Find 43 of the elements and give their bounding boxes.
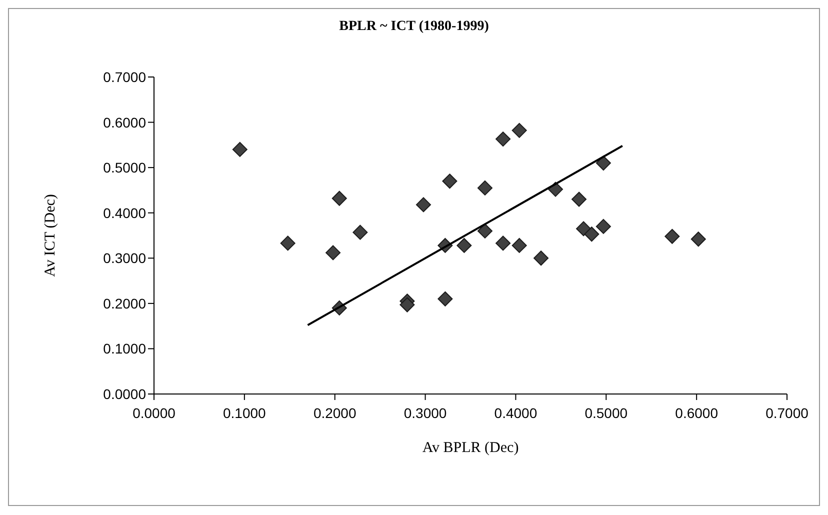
point: [438, 291, 453, 306]
x-tick-label: 0.1000: [223, 404, 266, 421]
point: [280, 236, 296, 251]
x-axis-title: Av BPLR (Dec): [422, 440, 519, 456]
point: [584, 226, 600, 242]
point: [477, 223, 492, 238]
x-tick-label: 0.0000: [132, 404, 176, 421]
point: [596, 156, 611, 171]
x-tick-label: 0.4000: [494, 404, 538, 421]
x-tick-label: 0.5000: [584, 404, 628, 421]
y-axis-title: Av ICT (Dec): [42, 194, 58, 277]
point: [512, 122, 527, 138]
x-tick-label: 0.6000: [675, 404, 718, 421]
point: [477, 180, 492, 196]
point: [572, 192, 587, 207]
y-tick-label: 0.7000: [103, 68, 146, 85]
point: [576, 221, 592, 236]
point: [496, 132, 511, 147]
x-tick-label: 0.7000: [766, 404, 809, 421]
point: [496, 236, 511, 251]
point: [332, 190, 347, 206]
chart-title: BPLR ~ ICT (1980-1999): [338, 19, 490, 35]
y-tick-label: 0.5000: [103, 160, 146, 176]
point: [326, 245, 341, 260]
point: [512, 238, 527, 253]
y-tick-label: 0.1000: [103, 340, 146, 357]
x-tick-label: 0.2000: [313, 404, 356, 421]
point: [596, 218, 611, 234]
point: [690, 232, 706, 247]
point: [534, 250, 549, 266]
point: [400, 297, 415, 312]
y-tick-label: 0.4000: [103, 204, 146, 221]
point: [232, 142, 248, 157]
x-tick-label: 0.3000: [404, 404, 447, 421]
point: [456, 238, 472, 253]
point: [416, 197, 431, 212]
point: [442, 174, 458, 189]
y-tick-label: 0.6000: [103, 114, 146, 130]
y-tick-label: 0.0000: [103, 386, 146, 402]
point: [664, 228, 680, 244]
y-tick-label: 0.3000: [103, 250, 146, 266]
point: [352, 224, 368, 240]
y-tick-label: 0.2000: [103, 295, 146, 312]
